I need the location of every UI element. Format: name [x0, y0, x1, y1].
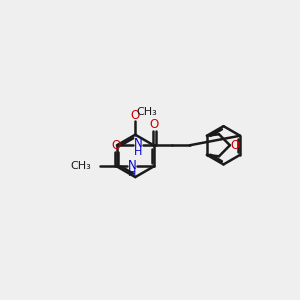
Text: O: O: [150, 118, 159, 131]
Text: CH₃: CH₃: [70, 161, 91, 172]
Text: O: O: [231, 139, 240, 152]
Text: O: O: [131, 109, 140, 122]
Text: CH₃: CH₃: [136, 107, 157, 117]
Text: H: H: [128, 168, 136, 178]
Text: N: N: [128, 158, 136, 172]
Text: N: N: [134, 137, 143, 150]
Text: H: H: [134, 147, 142, 157]
Text: O: O: [112, 140, 121, 152]
